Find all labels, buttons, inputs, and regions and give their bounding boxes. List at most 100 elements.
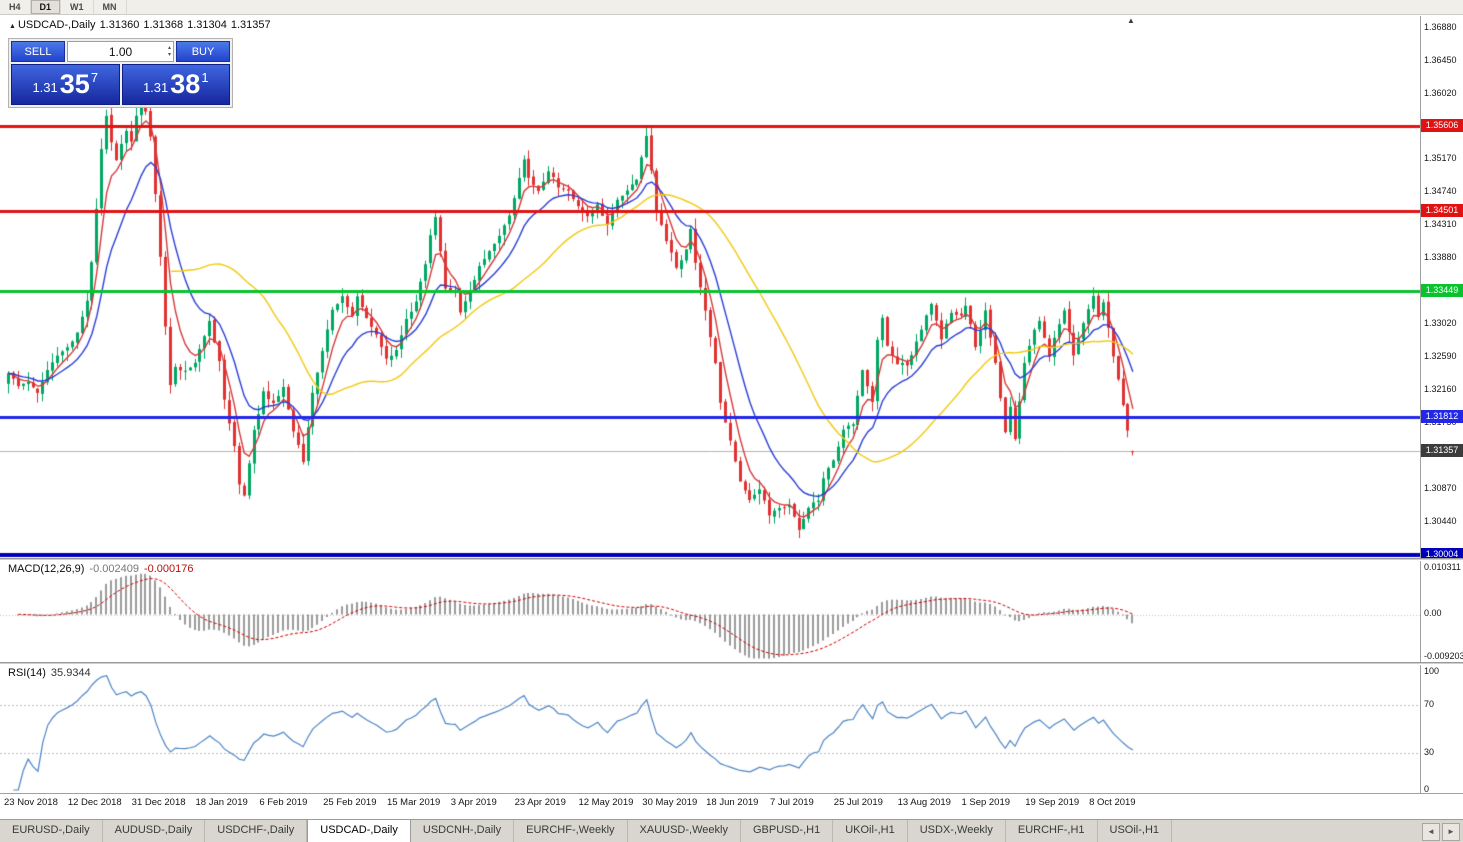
timeframe-mn[interactable]: MN	[94, 0, 127, 14]
date-axis-label: 30 May 2019	[642, 797, 698, 808]
date-axis-label: 7 Jul 2019	[769, 797, 814, 808]
tab-gbpusd-h1[interactable]: GBPUSD-,H1	[741, 820, 834, 842]
spinner-down-icon[interactable]: ▾	[167, 51, 171, 58]
date-axis-label: 12 May 2019	[578, 797, 634, 808]
date-axis-label: 12 Dec 2018	[67, 797, 122, 808]
tab-eurchf-weekly[interactable]: EURCHF-,Weekly	[514, 820, 628, 842]
sell-button[interactable]: SELL	[11, 41, 65, 62]
tab-usdcnh-daily[interactable]: USDCNH-,Daily	[411, 820, 515, 842]
date-axis-label: 1 Sep 2019	[961, 797, 1011, 808]
tab-usdcad-daily[interactable]: USDCAD-,Daily	[307, 820, 411, 842]
chart-tabs: EURUSD-,Daily AUDUSD-,Daily USDCHF-,Daily U…	[0, 819, 1463, 842]
ask-pips: 38	[170, 69, 201, 99]
tab-scroll-buttons: ◄ ►	[1422, 823, 1460, 841]
rsi-axis-label: 70	[1424, 698, 1435, 709]
price-axis-label: 1.32590	[1424, 350, 1457, 361]
ohlc-high: 1.31368	[143, 19, 184, 31]
volume-input[interactable]: 1.00 ▴ ▾	[67, 41, 174, 62]
macd-axis-label: -0.009203	[1424, 651, 1463, 661]
ohlc-open: 1.31360	[99, 19, 140, 31]
volume-value: 1.00	[108, 44, 133, 59]
date-axis-label: 13 Aug 2019	[897, 797, 951, 808]
bid-pips: 35	[59, 69, 90, 99]
price-axis-label: 1.34740	[1424, 186, 1457, 197]
bid-figure: 1.31	[32, 80, 58, 95]
date-axis-label: 18 Jun 2019	[706, 797, 759, 808]
timeframe-toolbar: H4 D1 W1 MN	[0, 0, 1463, 15]
macd-axis-label: 0.010311	[1424, 562, 1461, 572]
price-axis-label: 1.34310	[1424, 219, 1457, 230]
date-axis-label: 19 Sep 2019	[1025, 797, 1080, 808]
rsi-name: RSI(14)	[8, 667, 46, 679]
tab-usdchf-daily[interactable]: USDCHF-,Daily	[205, 820, 308, 842]
timeframe-d1[interactable]: D1	[30, 0, 62, 14]
bid-price-button[interactable]: 1.31 35 7	[11, 64, 120, 105]
bid-pipette: 7	[90, 70, 99, 85]
chart-title-icon: ▲	[9, 23, 16, 30]
macd-value: -0.002409	[89, 563, 139, 575]
macd-signal-value: -0.000176	[143, 563, 194, 575]
tab-eurusd-daily[interactable]: EURUSD-,Daily	[0, 820, 103, 842]
price-axis-label: 1.33880	[1424, 252, 1457, 263]
rsi-indicator-label: RSI(14) 35.9344	[8, 667, 91, 679]
date-axis-label: 31 Dec 2018	[131, 797, 186, 808]
tab-xauusd-weekly[interactable]: XAUUSD-,Weekly	[628, 820, 741, 842]
rsi-axis-label: 0	[1424, 784, 1430, 794]
chart-shift-marker-icon: ▲	[1127, 16, 1135, 25]
ask-figure: 1.31	[142, 80, 169, 95]
rsi-value: 35.9344	[50, 667, 91, 679]
chart-title: ▲ USDCAD-,Daily 1.31360 1.31368 1.31304 1.313…	[9, 19, 275, 31]
price-axis-label: 1.30870	[1424, 482, 1457, 493]
chart-tabs-list: EURUSD-,Daily AUDUSD-,Daily USDCHF-,Daily U…	[0, 820, 1173, 842]
current-price-badge: 1.31357	[1421, 444, 1463, 458]
panel-splitter-rsi[interactable]	[0, 662, 1463, 665]
date-axis-label: 25 Jul 2019	[833, 797, 883, 808]
tab-scroll-left-icon[interactable]: ◄	[1422, 823, 1440, 841]
date-axis-label: 23 Nov 2018	[4, 797, 58, 808]
date-axis-label: 15 Mar 2019	[386, 797, 441, 808]
ask-price-button[interactable]: 1.31 38 1	[121, 64, 230, 105]
one-click-trading-panel: SELL 1.00 ▴ ▾ BUY 1.31 35 7 1.31	[8, 38, 233, 108]
rsi-axis-label: 30	[1424, 747, 1435, 758]
rsi-axis-label: 100	[1424, 666, 1440, 676]
price-axis-separator	[1420, 16, 1421, 793]
tab-usdx-weekly[interactable]: USDX-,Weekly	[908, 820, 1006, 842]
ohlc-close: 1.31357	[230, 19, 271, 31]
price-axis-label: 1.36880	[1424, 22, 1457, 33]
macd-indicator-label: MACD(12,26,9) -0.002409 -0.000176	[8, 563, 194, 575]
buy-button[interactable]: BUY	[176, 41, 230, 62]
ohlc-low: 1.31304	[187, 19, 227, 31]
price-line-badge: 1.35606	[1421, 118, 1463, 132]
date-axis-label: 18 Jan 2019	[195, 797, 248, 808]
date-axis-separator	[0, 793, 1463, 794]
tab-scroll-right-icon[interactable]: ►	[1442, 823, 1460, 841]
price-line-badge: 1.31812	[1421, 409, 1463, 423]
date-axis-label: 23 Apr 2019	[514, 797, 566, 808]
date-axis-label: 25 Feb 2019	[323, 797, 377, 808]
price-line-badge: 1.30004	[1421, 548, 1463, 562]
macd-name: MACD(12,26,9)	[8, 563, 85, 575]
price-axis-label: 1.30440	[1424, 515, 1457, 526]
volume-spinner[interactable]: ▴ ▾	[168, 42, 171, 61]
date-axis-label: 6 Feb 2019	[259, 797, 308, 808]
date-axis-label: 3 Apr 2019	[450, 797, 497, 808]
date-axis-label: 8 Oct 2019	[1089, 797, 1136, 808]
price-line-badge: 1.33449	[1421, 284, 1463, 298]
price-axis-label: 1.32160	[1424, 383, 1457, 394]
spinner-up-icon[interactable]: ▴	[167, 44, 171, 51]
price-axis-label: 1.33020	[1424, 318, 1457, 329]
candlestick-chart-canvas[interactable]	[0, 0, 1421, 794]
timeframe-h4[interactable]: H4	[0, 0, 31, 14]
panel-splitter-macd[interactable]	[0, 558, 1463, 561]
macd-axis-label: 0.00	[1424, 608, 1442, 619]
tab-ukoil-h1[interactable]: UKOil-,H1	[833, 820, 908, 842]
timeframe-w1[interactable]: W1	[61, 0, 94, 14]
tab-audusd-daily[interactable]: AUDUSD-,Daily	[103, 820, 206, 842]
tab-usoil-h1[interactable]: USOil-,H1	[1098, 820, 1173, 842]
price-axis-label: 1.36450	[1424, 55, 1457, 66]
ask-pipette: 1	[201, 70, 209, 85]
tab-eurchf-h1[interactable]: EURCHF-,H1	[1006, 820, 1098, 842]
price-line-badge: 1.34501	[1421, 203, 1463, 217]
chart-symbol: USDCAD-,Daily	[17, 19, 96, 31]
